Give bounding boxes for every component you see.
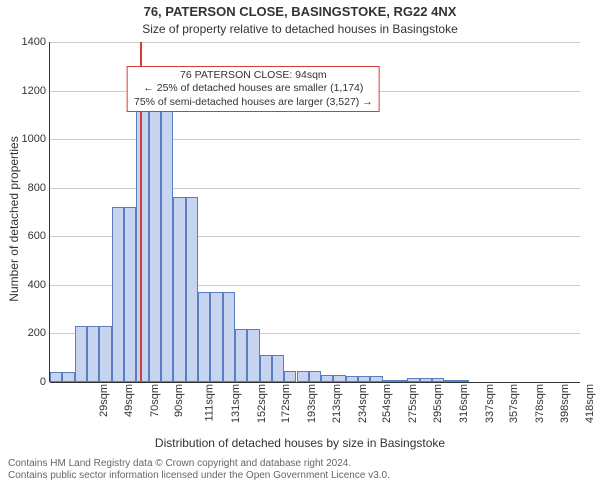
histogram-bar bbox=[62, 372, 74, 382]
y-tick: 600 bbox=[6, 230, 50, 242]
x-tick: 172sqm bbox=[280, 384, 292, 423]
x-tick: 70sqm bbox=[149, 384, 161, 417]
histogram-bar bbox=[136, 110, 148, 382]
chart-container: { "title": "76, PATERSON CLOSE, BASINGST… bbox=[0, 0, 600, 500]
footer-line1: Contains HM Land Registry data © Crown c… bbox=[8, 458, 390, 470]
x-tick: 131sqm bbox=[230, 384, 242, 423]
y-axis-label: Number of detached properties bbox=[7, 136, 21, 301]
histogram-bar bbox=[99, 326, 111, 382]
x-tick: 337sqm bbox=[484, 384, 496, 423]
x-axis-label: Distribution of detached houses by size … bbox=[0, 436, 600, 450]
grid-line bbox=[50, 42, 580, 43]
footer-line2: Contains public sector information licen… bbox=[8, 470, 390, 482]
grid-line bbox=[50, 188, 580, 189]
x-tick: 316sqm bbox=[458, 384, 470, 423]
annotation-line3: 75% of semi-detached houses are larger (… bbox=[134, 96, 373, 109]
histogram-bar bbox=[210, 292, 222, 382]
annotation-box: 76 PATERSON CLOSE: 94sqm← 25% of detache… bbox=[127, 66, 380, 111]
x-tick: 254sqm bbox=[382, 384, 394, 423]
histogram-bar bbox=[198, 292, 210, 382]
histogram-bar bbox=[297, 371, 309, 382]
chart-subtitle: Size of property relative to detached ho… bbox=[0, 22, 600, 36]
x-tick: 234sqm bbox=[357, 384, 369, 423]
x-tick: 357sqm bbox=[509, 384, 521, 423]
x-tick: 111sqm bbox=[204, 384, 216, 422]
y-tick: 1000 bbox=[6, 133, 50, 145]
histogram-bar bbox=[186, 197, 198, 382]
histogram-bar bbox=[161, 110, 173, 382]
y-tick: 400 bbox=[6, 279, 50, 291]
x-tick: 213sqm bbox=[331, 384, 343, 423]
x-tick: 29sqm bbox=[98, 384, 110, 417]
histogram-bar bbox=[112, 207, 124, 382]
annotation-line1: 76 PATERSON CLOSE: 94sqm bbox=[134, 69, 373, 82]
grid-line bbox=[50, 139, 580, 140]
histogram-bar bbox=[75, 326, 87, 382]
y-axis-line bbox=[49, 42, 50, 382]
x-tick: 378sqm bbox=[534, 384, 546, 423]
histogram-bar bbox=[149, 110, 161, 382]
x-tick: 418sqm bbox=[584, 384, 596, 423]
histogram-bar bbox=[87, 326, 99, 382]
histogram-bar bbox=[272, 355, 284, 382]
x-axis-line bbox=[50, 382, 580, 383]
x-tick: 275sqm bbox=[407, 384, 419, 423]
histogram-bar bbox=[284, 371, 296, 382]
x-tick: 49sqm bbox=[123, 384, 135, 417]
x-tick: 295sqm bbox=[432, 384, 444, 423]
y-tick: 1200 bbox=[6, 85, 50, 97]
histogram-bar bbox=[173, 197, 185, 382]
footer-attribution: Contains HM Land Registry data © Crown c… bbox=[8, 458, 390, 482]
x-tick: 152sqm bbox=[256, 384, 268, 423]
histogram-bar bbox=[124, 207, 136, 382]
histogram-bar bbox=[247, 329, 259, 382]
histogram-bar bbox=[223, 292, 235, 382]
y-tick: 0 bbox=[6, 376, 50, 388]
histogram-bar bbox=[50, 372, 62, 382]
histogram-bar bbox=[309, 371, 321, 382]
histogram-bar bbox=[321, 375, 333, 382]
x-tick: 90sqm bbox=[173, 384, 185, 417]
y-tick: 200 bbox=[6, 327, 50, 339]
y-tick: 800 bbox=[6, 182, 50, 194]
histogram-bar bbox=[333, 375, 345, 382]
histogram-bar bbox=[260, 355, 272, 382]
x-tick: 398sqm bbox=[559, 384, 571, 423]
annotation-line2: ← 25% of detached houses are smaller (1,… bbox=[134, 82, 373, 95]
chart-title: 76, PATERSON CLOSE, BASINGSTOKE, RG22 4N… bbox=[0, 4, 600, 19]
y-tick: 1400 bbox=[6, 36, 50, 48]
histogram-bar bbox=[235, 329, 247, 382]
x-tick: 193sqm bbox=[306, 384, 318, 423]
plot-area: 020040060080010001200140076 PATERSON CLO… bbox=[50, 42, 580, 382]
